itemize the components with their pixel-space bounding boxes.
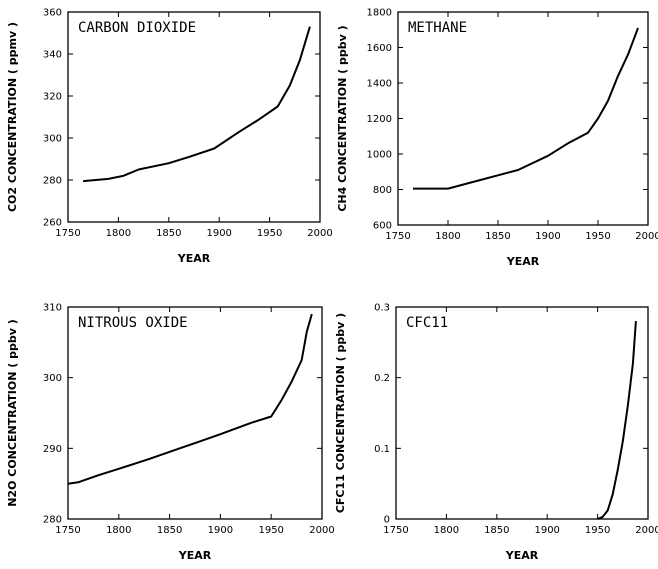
co2-x-tick-label: 1850 (156, 228, 181, 239)
co2-y-tick-label: 320 (43, 92, 62, 103)
cfc11-x-tick-label: 1950 (585, 525, 610, 536)
co2-panel: 1750 1800 1850 1900 1950 2000 260 280 300 320 340 3… (6, 8, 333, 266)
co2-panel-title: CARBON DIOXIDE (78, 20, 196, 36)
ch4-panel-title: METHANE (408, 20, 467, 36)
ch4-y-tick-label: 1200 (367, 114, 392, 125)
co2-x-tick-label: 1800 (106, 228, 131, 239)
co2-x-tick-label: 1950 (257, 228, 282, 239)
n2o-x-tick-label: 1800 (106, 525, 131, 536)
n2o-plot-frame (67, 306, 323, 520)
ch4-x-tick-label: 1900 (535, 231, 560, 242)
ch4-y-tick-label: 1400 (367, 79, 392, 90)
n2o-panel-title: NITROUS OXIDE (78, 315, 188, 331)
ch4-concentration-line (413, 27, 639, 190)
n2o-y-tick-label: 300 (43, 373, 62, 384)
cfc11-x-tick-label: 2000 (635, 525, 658, 536)
n2o-x-tick-label: 1750 (55, 525, 80, 536)
cfc11-concentration-line (597, 321, 637, 520)
ch4-plot-frame (397, 11, 649, 226)
ch4-x-tick-label: 1750 (385, 231, 410, 242)
cfc11-x-tick-label: 1850 (484, 525, 509, 536)
cfc11-x-tick-label: 1750 (383, 525, 408, 536)
ch4-y-tick-label: 1000 (367, 150, 392, 161)
n2o-x-tick-label: 2000 (309, 525, 334, 536)
n2o-x-axis-label: YEAR (178, 549, 212, 562)
ch4-y-axis-label: CH4 CONCENTRATION ( ppbv ) (336, 25, 349, 211)
cfc11-y-tick-label: 0.3 (374, 303, 390, 314)
n2o-y-axis-label: N2O CONCENTRATION ( ppbv ) (6, 319, 19, 507)
n2o-y-tick-label: 280 (43, 515, 62, 526)
cfc11-y-axis-label: CFC11 CONCENTRATION ( ppbv ) (334, 313, 347, 513)
n2o-y-tick-label: 290 (43, 444, 62, 455)
n2o-x-tick-label: 1850 (157, 525, 182, 536)
ch4-x-tick-label: 1850 (485, 231, 510, 242)
ch4-x-tick-label: 1950 (585, 231, 610, 242)
ch4-y-tick-label: 1600 (367, 43, 392, 54)
co2-y-tick-label: 340 (43, 50, 62, 61)
ch4-y-tick-label: 1800 (367, 8, 392, 19)
co2-x-tick-label: 1750 (55, 228, 80, 239)
ch4-y-tick-label: 800 (373, 185, 392, 196)
ch4-x-axis-label: YEAR (506, 255, 540, 268)
ch4-y-tick-label: 600 (373, 221, 392, 232)
co2-x-tick-label: 2000 (307, 228, 332, 239)
cfc11-panel: 1750 1800 1850 1900 1950 2000 0 0.1 0.2 0.3 CFC11 Y… (334, 303, 658, 563)
cfc11-y-tick-label: 0.1 (374, 444, 390, 455)
co2-x-tick-label: 1900 (206, 228, 231, 239)
cfc11-y-tick-label: 0.2 (374, 373, 390, 384)
cfc11-x-axis-label: YEAR (505, 549, 539, 562)
ch4-x-tick-label: 1800 (435, 231, 460, 242)
cfc11-panel-title: CFC11 (406, 315, 448, 331)
cfc11-y-tick-label: 0 (384, 515, 390, 526)
n2o-y-tick-label: 310 (43, 303, 62, 314)
co2-y-axis-label: CO2 CONCENTRATION ( ppmv ) (6, 22, 19, 212)
n2o-concentration-line (67, 313, 313, 485)
cfc11-x-tick-label: 1800 (434, 525, 459, 536)
n2o-panel: 1750 1800 1850 1900 1950 2000 280 290 300 310 NITR… (6, 303, 335, 563)
co2-y-tick-label: 300 (43, 134, 62, 145)
co2-x-axis-label: YEAR (177, 252, 211, 265)
n2o-x-tick-label: 1950 (258, 525, 283, 536)
cfc11-plot-frame (395, 306, 649, 520)
co2-concentration-line (83, 26, 311, 183)
ch4-x-tick-label: 2000 (635, 231, 658, 242)
ch4-panel: 1750 1800 1850 1900 1950 2000 600 800 1000 1200 14… (336, 8, 658, 269)
co2-y-tick-label: 360 (43, 8, 62, 19)
co2-y-tick-label: 280 (43, 176, 62, 187)
cfc11-x-tick-label: 1900 (534, 525, 559, 536)
n2o-x-tick-label: 1900 (208, 525, 233, 536)
co2-plot-frame (67, 11, 321, 223)
co2-y-tick-label: 260 (43, 218, 62, 229)
